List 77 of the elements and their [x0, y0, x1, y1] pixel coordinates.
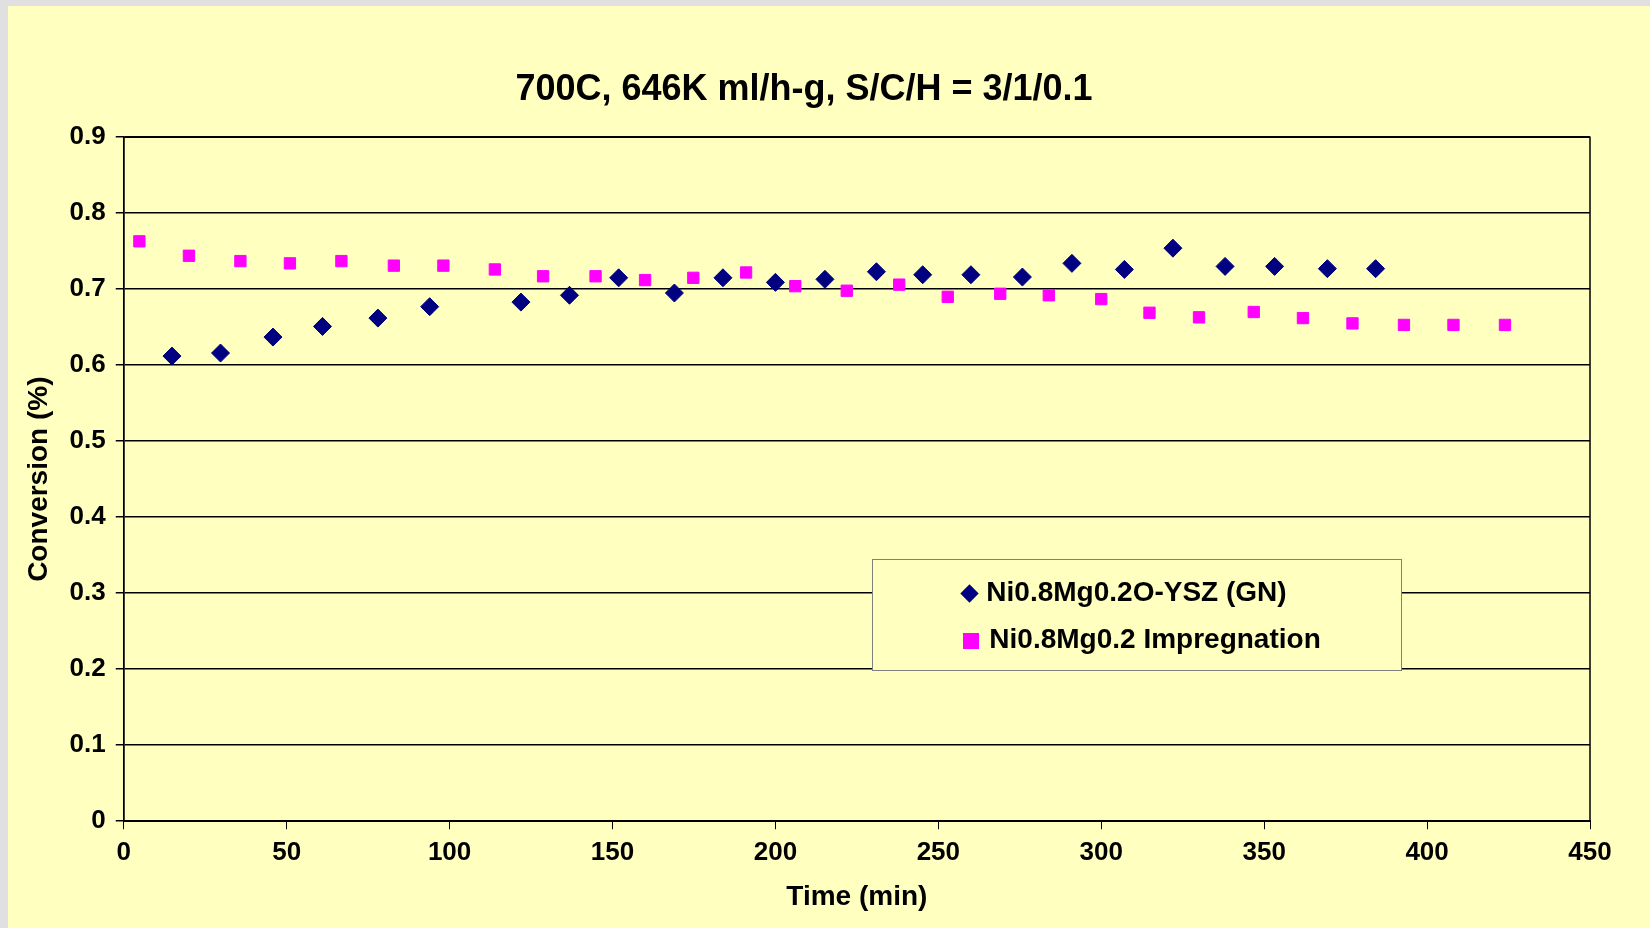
x-tick-label: 350 [1242, 835, 1286, 866]
point [664, 283, 684, 303]
x-axis-title: Time (min) [786, 879, 928, 911]
point [1397, 318, 1411, 332]
x-tick-label: 0 [116, 835, 131, 866]
point [1247, 305, 1260, 319]
point [815, 269, 835, 289]
point [420, 297, 440, 317]
point [893, 278, 906, 291]
point [263, 327, 283, 347]
point [589, 270, 602, 283]
point [283, 257, 297, 270]
point [536, 270, 550, 283]
point [941, 290, 954, 303]
point [1265, 256, 1285, 276]
x-tick-label: 150 [590, 835, 635, 866]
point [840, 284, 853, 297]
y-tick-label: 0.3 [69, 576, 106, 607]
point [1296, 311, 1310, 325]
point [437, 259, 450, 272]
point [368, 308, 388, 328]
point [1012, 267, 1032, 287]
x-tick-label: 100 [427, 835, 472, 866]
y-tick-label: 0.4 [69, 500, 107, 531]
point [387, 259, 401, 272]
point [133, 235, 146, 248]
point [1317, 259, 1337, 279]
point [1042, 289, 1055, 302]
point [739, 266, 753, 279]
point [335, 254, 348, 268]
point [609, 268, 629, 288]
point [765, 272, 785, 292]
y-tick-label: 0.9 [69, 120, 106, 151]
point [1095, 292, 1108, 306]
point [1163, 238, 1183, 258]
chart-title: 700C, 646K ml/h-g, S/C/H = 3/1/0.1 [515, 66, 1093, 108]
x-tick-label: 450 [1568, 835, 1612, 866]
point [313, 316, 332, 336]
x-tick-label: 300 [1079, 835, 1123, 866]
y-axis-title: Conversion (%) [21, 376, 53, 582]
x-tick-label: 50 [272, 835, 302, 866]
point [789, 280, 802, 293]
point [1498, 318, 1512, 332]
point [638, 273, 652, 287]
point [1062, 253, 1082, 273]
point [211, 343, 231, 363]
point [866, 262, 886, 282]
x-tick-label: 400 [1405, 835, 1449, 866]
y-tick-label: 0 [91, 804, 106, 835]
point [182, 249, 196, 262]
point [1447, 318, 1460, 332]
point [1143, 306, 1156, 319]
point [162, 346, 182, 366]
point [559, 285, 579, 305]
legend-label: Ni0.8Mg0.2 Impregnation [989, 623, 1321, 655]
y-tick-label: 0.7 [69, 272, 106, 303]
point [511, 292, 531, 312]
point [488, 263, 502, 276]
y-tick-label: 0.1 [69, 728, 106, 759]
point [1366, 259, 1386, 279]
point [1346, 317, 1359, 330]
x-tick-label: 250 [916, 835, 961, 866]
point [713, 268, 733, 288]
point [234, 254, 247, 268]
legend-label: Ni0.8Mg0.2O-YSZ (GN) [986, 576, 1287, 608]
point [1114, 259, 1134, 279]
y-tick-label: 0.8 [69, 196, 106, 227]
y-tick-label: 0.6 [69, 348, 106, 379]
point [687, 271, 700, 284]
point [961, 265, 981, 285]
point [1215, 256, 1235, 276]
point [913, 265, 933, 285]
y-tick-label: 0.2 [69, 652, 106, 683]
x-tick-label: 200 [753, 835, 798, 866]
point [1192, 311, 1206, 324]
point [994, 287, 1007, 300]
y-tick-label: 0.5 [69, 424, 106, 455]
